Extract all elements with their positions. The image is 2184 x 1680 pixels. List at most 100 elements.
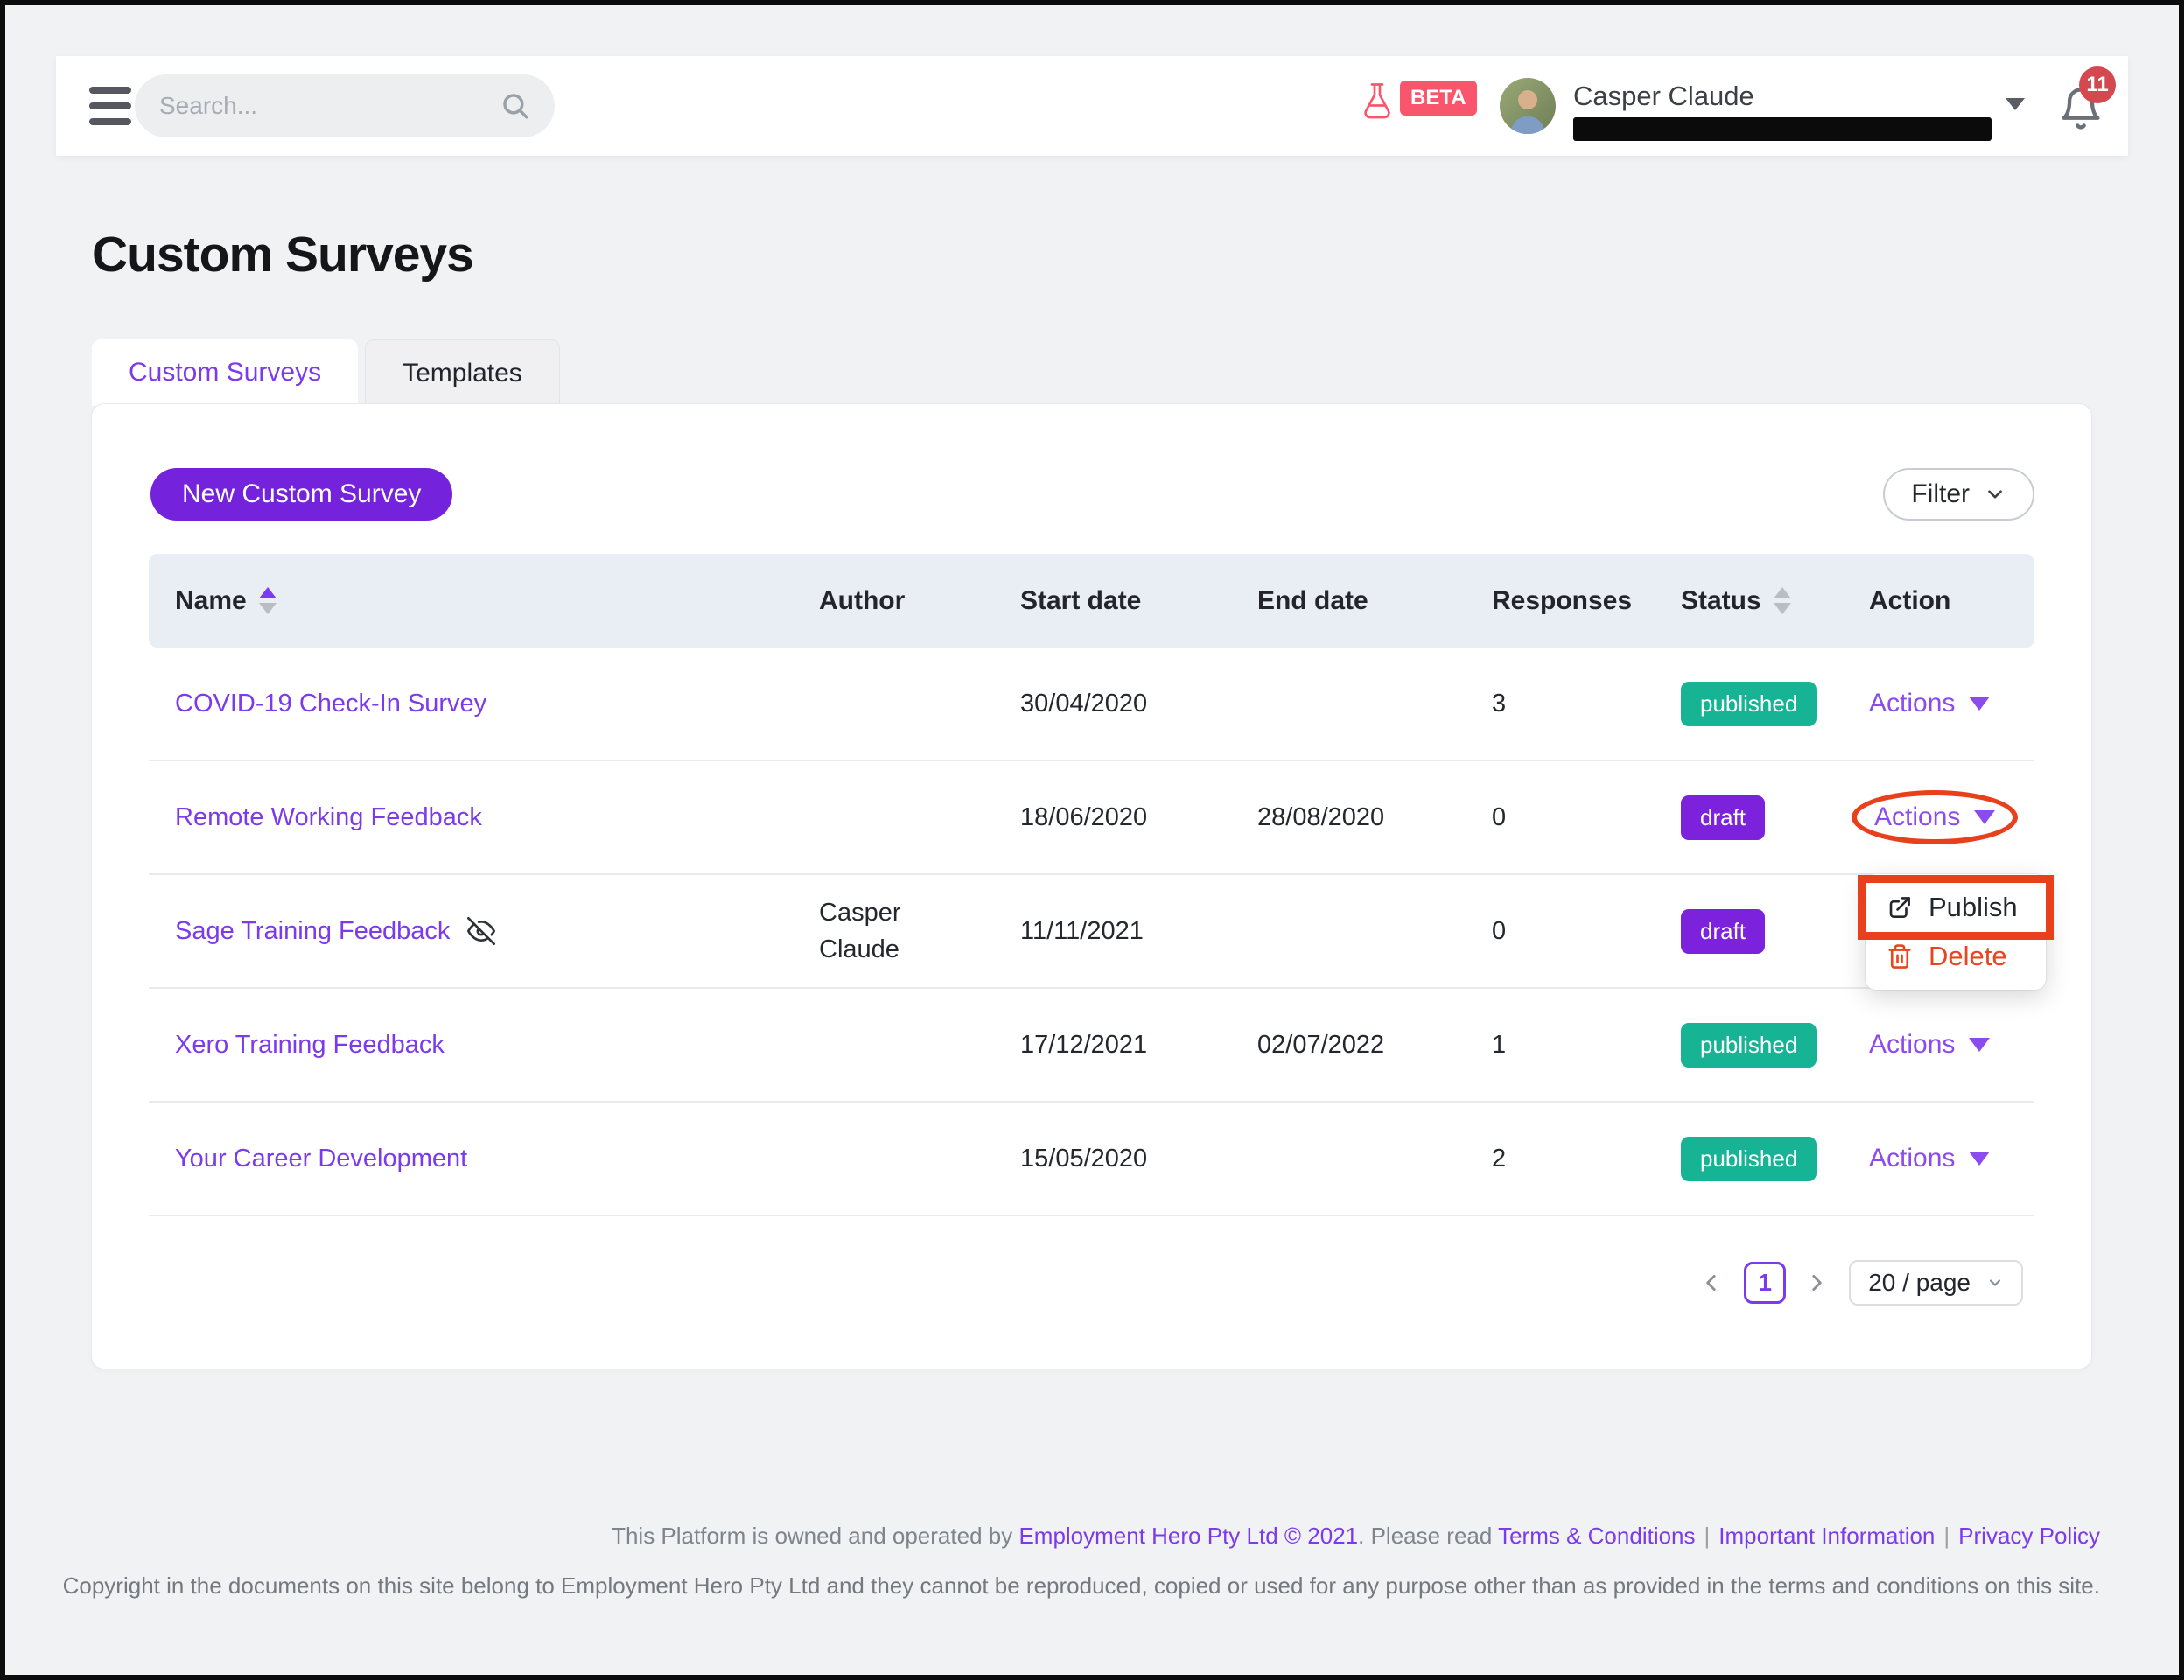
redacted-email	[1573, 117, 1992, 141]
action-cell: Actions	[1869, 1144, 2034, 1173]
end-date-cell: 02/07/2022	[1257, 1030, 1385, 1059]
user-name[interactable]: Casper Claude	[1573, 80, 1754, 111]
start-date-cell: 17/12/2021	[1020, 1030, 1148, 1059]
actions-dropdown-button[interactable]: Actions	[1852, 790, 2019, 844]
actions-label: Actions	[1869, 1030, 1956, 1059]
notification-count-badge[interactable]: 11	[2079, 66, 2116, 103]
status-badge: published	[1681, 1022, 1817, 1068]
sort-icons[interactable]	[258, 587, 276, 614]
action-cell: Actions	[1869, 689, 2034, 718]
sort-desc-icon[interactable]	[1773, 603, 1791, 614]
pagination: 1 20 / page	[1700, 1260, 2023, 1306]
survey-name-link[interactable]: Remote Working Feedback	[175, 802, 482, 831]
status-cell: published	[1681, 1136, 1869, 1181]
survey-name-cell: COVID-19 Check-In Survey	[175, 690, 819, 718]
new-custom-survey-button[interactable]: New Custom Survey	[150, 468, 453, 521]
page-number-button[interactable]: 1	[1744, 1262, 1787, 1304]
next-page-icon[interactable]	[1805, 1270, 1830, 1295]
delete-label: Delete	[1928, 941, 2007, 971]
actions-dropdown-button[interactable]: Actions	[1869, 1144, 1991, 1173]
search-icon[interactable]	[500, 91, 530, 121]
column-header-end-date: End date	[1257, 585, 1368, 615]
survey-name-link[interactable]: COVID-19 Check-In Survey	[175, 689, 487, 718]
footer: This Platform is owned and operated by E…	[63, 1522, 2100, 1600]
status-cell: published	[1681, 681, 1869, 726]
column-header-name[interactable]: Name	[175, 586, 819, 616]
search-bar[interactable]	[135, 74, 555, 137]
status-badge: published	[1681, 681, 1817, 726]
tab-custom-surveys[interactable]: Custom Surveys	[92, 340, 359, 406]
beta-badge: BETA	[1400, 80, 1477, 116]
publish-label: Publish	[1928, 892, 2018, 922]
column-header-action: Action	[1869, 585, 1951, 615]
author-cell: Casper Claude	[819, 898, 901, 963]
survey-name-link[interactable]: Your Career Development	[175, 1144, 468, 1172]
actions-dropdown-button[interactable]: Actions	[1869, 1030, 1991, 1060]
sort-asc-icon[interactable]	[1773, 587, 1791, 598]
employment-hero-link[interactable]: Employment Hero Pty Ltd © 2021	[1018, 1522, 1359, 1549]
status-badge: draft	[1681, 794, 1766, 840]
responses-cell: 3	[1492, 689, 1507, 718]
survey-name-link[interactable]: Sage Training Feedback	[175, 916, 451, 945]
actions-dropdown-button[interactable]: Actions	[1869, 689, 1991, 718]
start-date-cell: 15/05/2020	[1020, 1144, 1148, 1172]
beta-cluster: BETA	[1362, 79, 1477, 124]
privacy-policy-link[interactable]: Privacy Policy	[1958, 1522, 2100, 1549]
table-row: COVID-19 Check-In Survey 30/04/2020 3 pu…	[149, 648, 2034, 761]
footer-copyright: Copyright in the documents on this site …	[62, 1572, 2100, 1599]
flask-icon	[1362, 79, 1393, 124]
actions-dropdown-menu: Publish Delete	[1858, 874, 2054, 990]
table-row: Xero Training Feedback 17/12/2021 02/07/…	[149, 989, 2034, 1102]
status-badge: draft	[1681, 908, 1766, 954]
terms-conditions-link[interactable]: Terms & Conditions	[1498, 1522, 1696, 1549]
status-badge: published	[1681, 1136, 1817, 1181]
status-cell: draft	[1681, 908, 1869, 954]
start-date-cell: 30/04/2020	[1020, 689, 1148, 718]
previous-page-icon[interactable]	[1700, 1270, 1725, 1295]
end-date-cell: 28/08/2020	[1257, 802, 1385, 831]
action-cell: Actions Publish	[1852, 790, 2054, 990]
status-cell: draft	[1681, 794, 1869, 840]
tab-templates[interactable]: Templates	[365, 340, 560, 406]
filter-label: Filter	[1911, 480, 1970, 508]
filter-button[interactable]: Filter	[1883, 468, 2034, 521]
column-header-responses: Responses	[1492, 585, 1633, 615]
actions-label: Actions	[1874, 802, 1961, 831]
topbar: BETA Casper Claude 11	[56, 56, 2128, 156]
surveys-card: New Custom Survey Filter Name Author Sta…	[92, 404, 2091, 1368]
column-header-start-date: Start date	[1020, 585, 1142, 615]
search-input[interactable]	[159, 92, 500, 120]
tab-bar: Custom Surveys Templates	[92, 340, 560, 406]
column-header-author: Author	[819, 585, 906, 615]
start-date-cell: 11/11/2021	[1020, 916, 1144, 945]
sort-desc-icon[interactable]	[258, 603, 276, 614]
actions-label: Actions	[1869, 1144, 1956, 1172]
table-row: Sage Training Feedback Casper Claude 11/…	[149, 875, 2034, 989]
sort-icons[interactable]	[1773, 587, 1791, 614]
sort-asc-icon[interactable]	[258, 587, 276, 598]
hamburger-menu-icon[interactable]	[89, 87, 131, 125]
menu-item-delete[interactable]: Delete	[1866, 932, 2046, 981]
start-date-cell: 18/06/2020	[1020, 802, 1148, 831]
column-header-status[interactable]: Status	[1681, 586, 1869, 616]
survey-name-cell: Remote Working Feedback	[175, 803, 819, 832]
page-title: Custom Surveys	[92, 227, 474, 283]
avatar[interactable]	[1500, 78, 1556, 134]
menu-item-publish[interactable]: Publish	[1858, 875, 2054, 940]
important-information-link[interactable]: Important Information	[1718, 1522, 1936, 1549]
responses-cell: 0	[1492, 802, 1507, 831]
user-menu-caret-icon[interactable]	[2006, 98, 2025, 110]
survey-name-cell: Your Career Development	[175, 1144, 819, 1173]
publish-icon	[1889, 897, 1910, 918]
table-body: COVID-19 Check-In Survey 30/04/2020 3 pu…	[149, 648, 2054, 1216]
trash-icon	[1888, 944, 1911, 969]
survey-name-link[interactable]: Xero Training Feedback	[175, 1030, 444, 1059]
action-cell: Actions	[1869, 1030, 2034, 1060]
actions-label: Actions	[1869, 689, 1956, 718]
caret-down-icon	[1969, 1152, 1991, 1166]
page-size-select[interactable]: 20 / page	[1849, 1260, 2023, 1306]
responses-cell: 2	[1492, 1144, 1507, 1172]
eye-off-icon	[467, 917, 496, 945]
caret-down-icon	[1969, 1038, 1991, 1052]
